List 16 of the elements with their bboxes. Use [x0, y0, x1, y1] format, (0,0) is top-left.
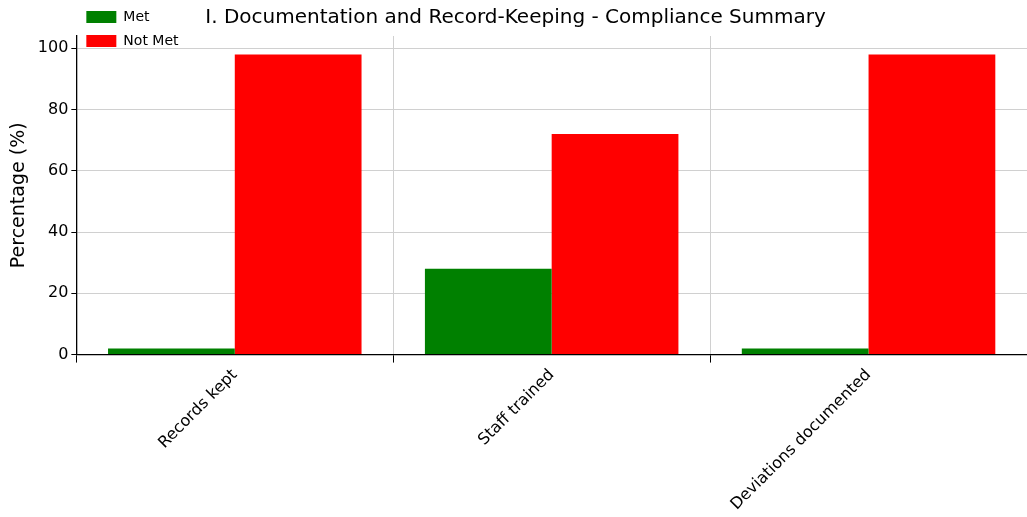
bar	[234, 54, 362, 355]
y-tick-label: 40	[47, 221, 69, 241]
y-tick-label: 60	[47, 159, 69, 179]
legend-label: Met	[123, 7, 151, 24]
y-tick-label: 0	[58, 343, 69, 363]
bar	[551, 134, 679, 355]
legend-label: Not Met	[123, 31, 180, 48]
chart-title: I. Documentation and Record-Keeping - Compliance Summary	[205, 4, 826, 29]
y-axis-title: Percentage (%)	[6, 122, 29, 269]
y-tick-label: 80	[47, 98, 69, 118]
bar	[741, 348, 869, 355]
bar	[868, 54, 996, 355]
y-tick-label: 100	[37, 37, 69, 57]
y-tick-label: 20	[47, 282, 69, 302]
bar	[424, 268, 552, 355]
bar	[108, 348, 235, 355]
